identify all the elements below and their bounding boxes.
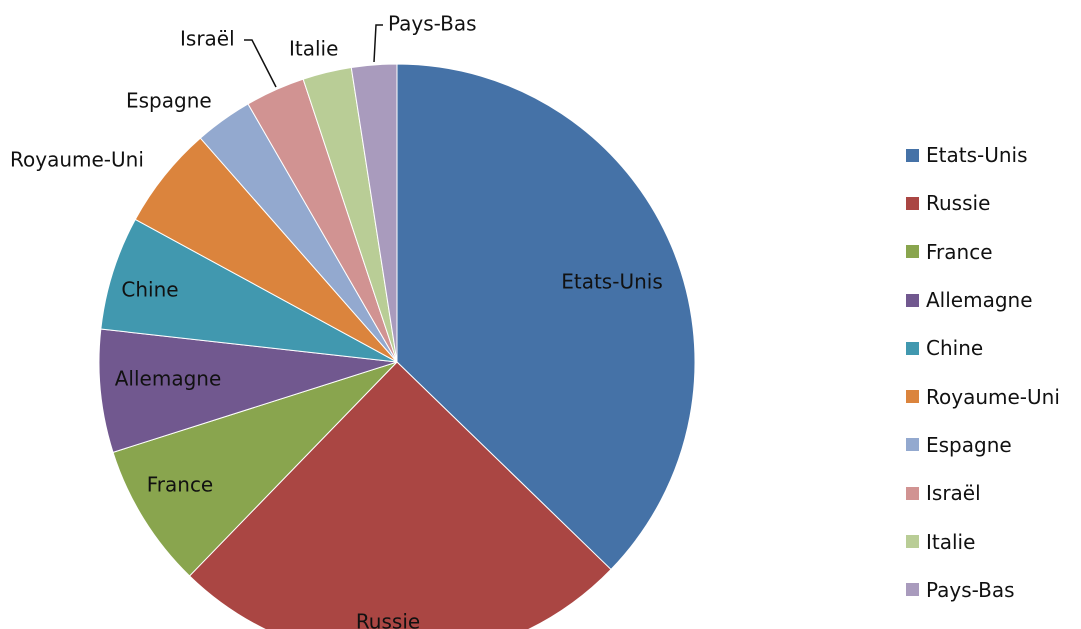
slice-label-allemagne: Allemagne [115, 367, 222, 391]
legend-swatch [906, 583, 919, 597]
slice-label-espagne: Espagne [126, 89, 212, 113]
legend-item-italie: Italie [906, 517, 1060, 565]
legend-swatch [906, 148, 919, 162]
legend-label: Russie [926, 191, 991, 216]
legend-label: Israël [926, 481, 981, 506]
legend-label: Chine [926, 336, 984, 361]
legend-swatch [906, 245, 919, 259]
legend-item-allemagne: Allemagne [906, 276, 1060, 324]
slice-allemagne [98, 328, 398, 453]
slice-label-italie: Italie [289, 37, 338, 61]
slice-france [112, 361, 398, 577]
pie-slices [98, 63, 696, 629]
leader-line-israel [244, 39, 277, 88]
legend-label: France [926, 239, 993, 264]
legend-item-france: France [906, 228, 1060, 276]
legend-swatch [906, 535, 919, 549]
slice-russie [188, 361, 612, 629]
legend-label: Italie [926, 529, 976, 554]
legend-label: Allemagne [926, 288, 1033, 313]
slice-label-royaume-uni: Royaume-Uni [10, 148, 144, 172]
legend-label: Pays-Bas [926, 577, 1015, 602]
legend-item-chine: Chine [906, 324, 1060, 372]
legend-swatch [906, 438, 919, 452]
slice-labels: Etats-Unis Russie France Allemagne Chine Roya… [10, 12, 663, 629]
legend-item-royaume-uni: Royaume-Uni [906, 372, 1060, 420]
legend-label: Espagne [926, 432, 1012, 457]
label-leader-lines [244, 24, 383, 88]
slice-pays-bas [350, 63, 398, 363]
leader-line-pays-bas [373, 24, 383, 63]
slice-chine [100, 218, 398, 363]
slice-label-france: France [147, 473, 214, 497]
legend-item-pays-bas: Pays-Bas [906, 566, 1060, 614]
legend-swatch [906, 196, 919, 210]
slice-label-chine: Chine [121, 278, 178, 302]
legend-label: Etats-Unis [926, 143, 1028, 168]
slice-label-etats-unis: Etats-Unis [561, 270, 663, 294]
legend-label: Royaume-Uni [926, 384, 1060, 409]
legend-swatch [906, 390, 919, 404]
legend-item-etats-unis: Etats-Unis [906, 131, 1060, 179]
slice-label-russie: Russie [356, 610, 420, 629]
legend-item-israel: Israël [906, 469, 1060, 517]
slice-etats-unis [396, 63, 696, 571]
legend: Etats-Unis Russie France Allemagne Chine Roya… [906, 131, 1060, 614]
legend-swatch [906, 486, 919, 500]
legend-swatch [906, 341, 919, 355]
slice-label-pays-bas: Pays-Bas [388, 12, 477, 36]
legend-swatch [906, 293, 919, 307]
legend-item-espagne: Espagne [906, 421, 1060, 469]
slice-label-israel: Israël [180, 27, 235, 51]
legend-item-russie: Russie [906, 179, 1060, 227]
